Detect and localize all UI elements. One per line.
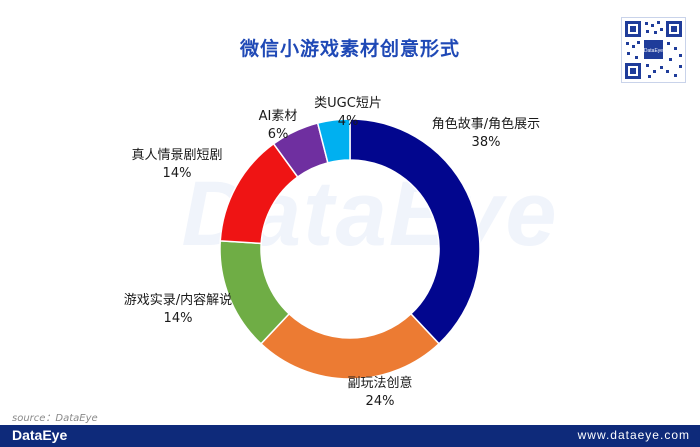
donut-slice bbox=[349, 118, 481, 345]
slice-value-label: 14% bbox=[164, 311, 193, 326]
source-note: source：DataEye bbox=[12, 413, 98, 424]
slice-category-label: 类UGC短片 bbox=[314, 96, 382, 111]
slice-category-label: 游戏实录/内容解说 bbox=[124, 292, 232, 308]
footer-bar: DataEye www.dataeye.com bbox=[0, 425, 700, 447]
slice-category-label: 角色故事/角色展示 bbox=[432, 116, 540, 132]
slice-value-label: 38% bbox=[472, 135, 501, 150]
qr-code-icon: DataEye bbox=[625, 21, 682, 79]
slice-category-label: 副玩法创意 bbox=[347, 375, 412, 391]
qr-code: DataEye bbox=[621, 17, 686, 83]
donut-slice bbox=[259, 312, 441, 380]
chart-title: 微信小游戏素材创意形式 bbox=[239, 38, 460, 60]
footer-url[interactable]: www.dataeye.com bbox=[577, 428, 690, 442]
qr-center-label: DataEye bbox=[644, 48, 663, 54]
slice-value-label: 24% bbox=[366, 394, 395, 409]
footer-logo: DataEye bbox=[12, 427, 68, 443]
slice-value-label: 14% bbox=[163, 166, 192, 181]
slice-value-label: 6% bbox=[268, 127, 289, 142]
slice-category-label: AI素材 bbox=[259, 109, 298, 124]
slice-category-label: 真人情景剧短剧 bbox=[131, 148, 222, 163]
donut-slice bbox=[316, 118, 351, 164]
slice-value-label: 4% bbox=[338, 114, 359, 129]
